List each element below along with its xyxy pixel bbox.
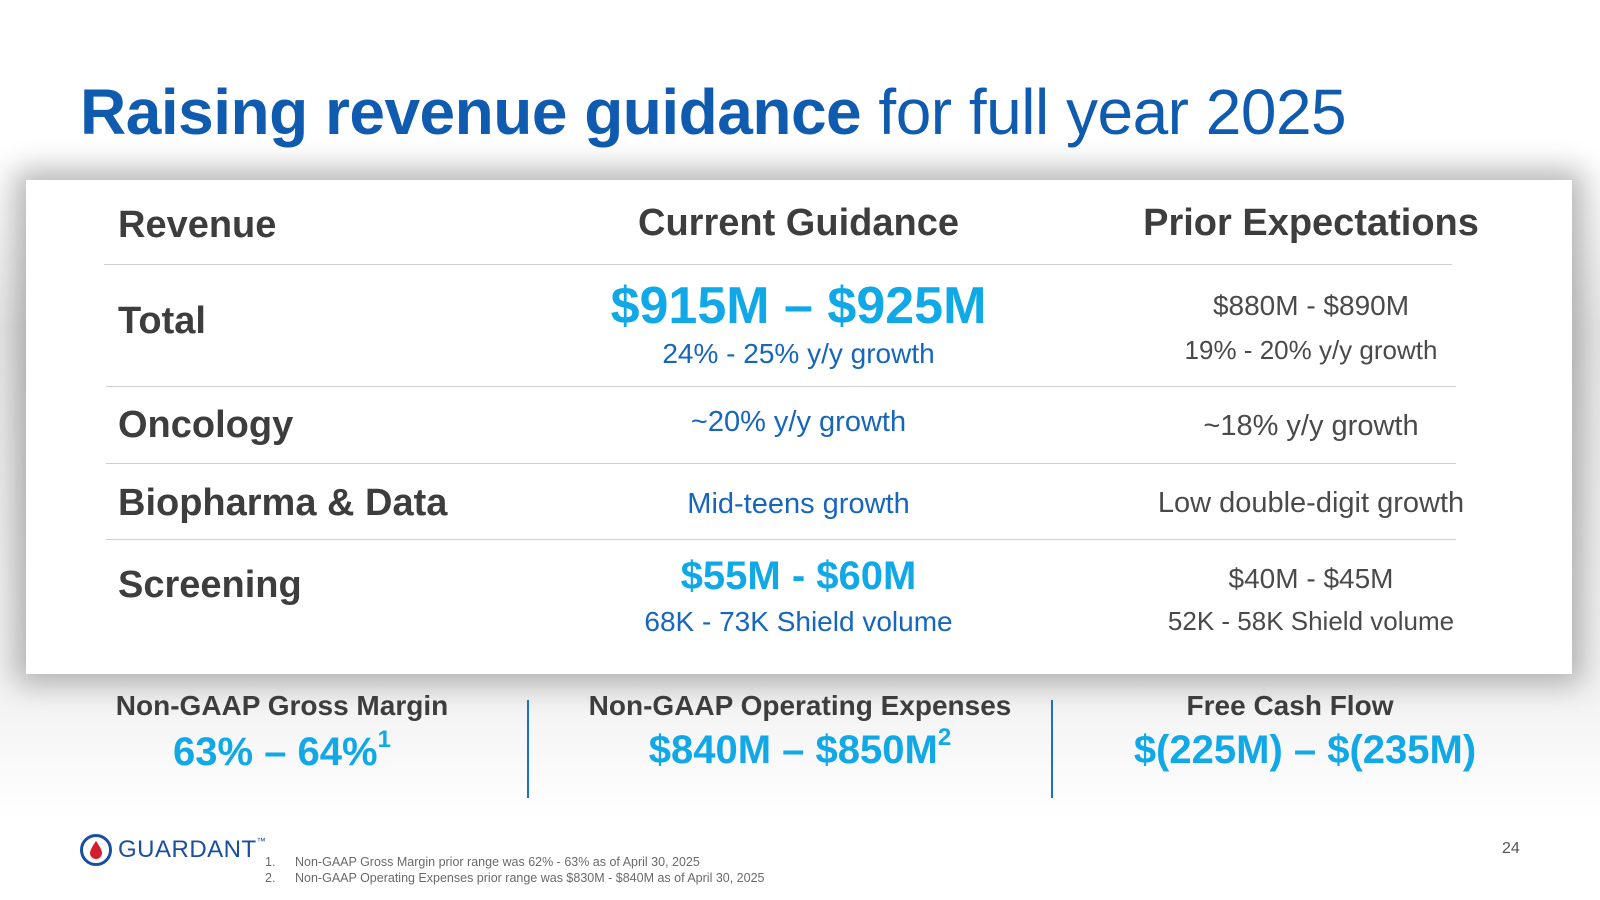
screening-prior-range: $40M - $45M <box>1228 563 1394 594</box>
kpi-divider-2 <box>1051 700 1053 798</box>
page-number: 24 <box>1502 840 1520 857</box>
oncology-current: ~20% y/y growth <box>690 406 907 438</box>
title-emphasis: Raising revenue guidance <box>80 76 862 148</box>
kpi-gross-margin-label: Non-GAAP Gross Margin <box>115 690 449 721</box>
header-current-guidance: Current Guidance <box>638 202 959 244</box>
row-label-screening: Screening <box>118 564 302 606</box>
header-prior-expectations: Prior Expectations <box>1143 202 1479 244</box>
kpi-opex-footnote-ref: 2 <box>937 724 952 751</box>
divider-header <box>104 264 1452 265</box>
kpi-gross-margin-figure: 63% – 64% <box>173 730 378 774</box>
kpi-opex-label: Non-GAAP Operating Expenses <box>588 690 1012 721</box>
total-prior-growth: 19% - 20% y/y growth <box>1184 335 1438 365</box>
logo-wordmark-text: GUARDANT <box>118 836 257 863</box>
screening-current-volume: 68K - 73K Shield volume <box>644 606 953 637</box>
kpi-divider-1 <box>527 700 529 798</box>
title-rest: for full year 2025 <box>878 76 1347 148</box>
logo-wordmark: GUARDANT™ <box>118 836 266 864</box>
total-current-range: $915M – $925M <box>610 277 987 335</box>
divider-oncology <box>106 463 1456 464</box>
divider-biopharma <box>106 539 1456 540</box>
row-label-total: Total <box>118 300 206 342</box>
kpi-opex-figure: $840M – $850M <box>648 728 938 772</box>
screening-current-range: $55M - $60M <box>680 554 917 598</box>
total-current-growth: 24% - 25% y/y growth <box>662 338 935 369</box>
kpi-opex-value: $840M – $850M2 <box>560 724 1040 773</box>
oncology-prior: ~18% y/y growth <box>1203 410 1419 442</box>
footnote-text: Non-GAAP Gross Margin prior range was 62… <box>295 855 700 869</box>
blood-drop-icon <box>80 834 112 866</box>
page-title: Raising revenue guidance for full year 2… <box>80 72 1347 152</box>
guidance-table-card: Revenue Current Guidance Prior Expectati… <box>26 180 1572 674</box>
kpi-gross-margin-value: 63% – 64%1 <box>82 726 482 775</box>
footnote-item: 1. Non-GAAP Gross Margin prior range was… <box>265 854 764 870</box>
row-label-oncology: Oncology <box>118 404 294 446</box>
logo-trademark: ™ <box>256 836 267 846</box>
divider-total <box>106 386 1456 387</box>
footnote-text: Non-GAAP Operating Expenses prior range … <box>295 871 765 885</box>
kpi-fcf-label: Free Cash Flow <box>1186 690 1394 721</box>
guardant-logo: GUARDANT™ <box>80 834 266 866</box>
footnote-item: 2. Non-GAAP Operating Expenses prior ran… <box>265 870 764 886</box>
kpi-gross-margin-footnote-ref: 1 <box>377 726 391 753</box>
row-label-biopharma: Biopharma & Data <box>118 482 448 524</box>
screening-prior-volume: 52K - 58K Shield volume <box>1167 606 1455 636</box>
total-prior-range: $880M - $890M <box>1212 290 1410 321</box>
biopharma-prior: Low double-digit growth <box>1157 487 1465 519</box>
footnotes: 1. Non-GAAP Gross Margin prior range was… <box>265 854 764 886</box>
biopharma-current: Mid-teens growth <box>687 488 910 520</box>
kpi-fcf-value: $(225M) – $(235M) <box>1133 728 1477 772</box>
header-revenue: Revenue <box>118 204 277 246</box>
footnote-number: 2. <box>265 871 276 885</box>
footnote-number: 1. <box>265 855 276 869</box>
